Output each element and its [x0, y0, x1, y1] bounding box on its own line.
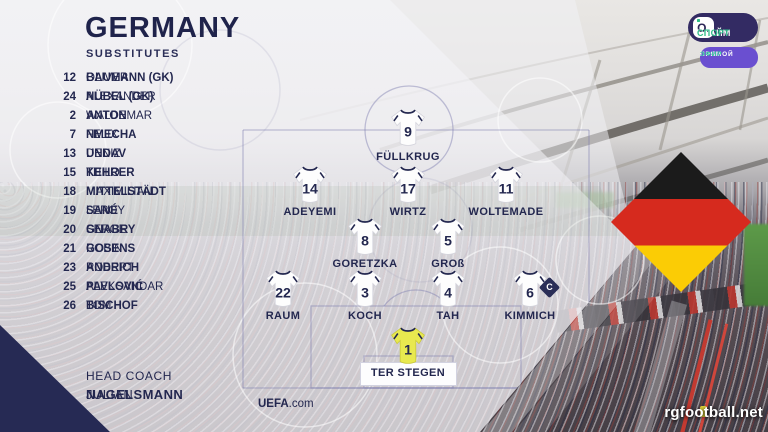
shirt-icon: 9	[391, 109, 425, 146]
live-badge: ПРЯМОЙ ЭФИР	[700, 47, 758, 68]
player-name: TAH	[436, 310, 460, 322]
player-name: WIRTZ	[389, 206, 427, 218]
shirt-icon: 11	[489, 166, 523, 203]
svg-text:1: 1	[404, 342, 412, 358]
svg-text:5: 5	[444, 233, 452, 249]
watermark: rgfootball.net	[664, 404, 763, 421]
shirt-icon: 4	[431, 270, 465, 307]
player-name: ADEYEMI	[283, 206, 337, 218]
svg-text:14: 14	[302, 181, 318, 197]
broadcaster-logo: О. ПРАЙМ СПОРТ	[688, 13, 758, 42]
svg-text:11: 11	[499, 181, 514, 197]
player-name: WOLTEMADE	[468, 206, 544, 218]
team-title: GERMANY	[85, 12, 241, 44]
substitute-row: 12 OLIVER BAUMANN (GK)	[63, 72, 174, 84]
substitute-row: 7 FELIX NMECHA	[69, 129, 137, 141]
pitch-glimpse	[744, 224, 768, 306]
shirt-icon: 8	[348, 218, 382, 255]
shirt-icon: 5	[431, 218, 465, 255]
player-name: KOCH	[348, 310, 382, 322]
substitute-row: 15 THILO KEHRER	[63, 167, 135, 179]
substitutes-heading: SUBSTITUTES	[86, 48, 180, 60]
substitute-row: 23 ROBERT ANDRICH	[63, 262, 140, 274]
player-name: TER STEGEN	[370, 367, 446, 379]
player-name: FÜLLKRUG	[376, 151, 440, 163]
shirt-icon: 17	[391, 166, 425, 203]
svg-text:4: 4	[444, 285, 452, 301]
substitute-row: 13 DENIZ UNDAV	[63, 148, 127, 160]
svg-text:8: 8	[361, 233, 369, 249]
substitute-row: 21 ROBIN GOSENS	[63, 243, 136, 255]
broadcaster-logo-icon: О.	[693, 17, 714, 38]
substitute-row: 18 MAXIMILIAN MITTELSTÄDT	[63, 186, 166, 198]
svg-text:9: 9	[404, 124, 412, 140]
svg-text:22: 22	[275, 285, 291, 301]
shirt-icon-goalkeeper: 1	[391, 327, 425, 364]
substitute-row: 26 TOM BISCHOF	[63, 300, 138, 312]
substitute-row: 25 ALEKSANDAR PAVLOVIĆ	[63, 281, 164, 293]
svg-text:3: 3	[361, 285, 369, 301]
captain-badge: C	[538, 276, 561, 299]
svg-text:6: 6	[526, 285, 534, 301]
goalkeeper-name-bar	[360, 362, 457, 386]
svg-text:17: 17	[400, 181, 416, 197]
shirt-icon: 3	[348, 270, 382, 307]
shirt-icon: 14	[293, 166, 327, 203]
substitute-row: 19 LEROY SANÉ	[63, 205, 125, 217]
substitute-row: 20 SERGE GNABRY	[63, 224, 136, 236]
player-name: GORETZKA	[332, 258, 398, 270]
shirt-icon: 22	[266, 270, 300, 307]
steward-figure	[700, 406, 707, 417]
player-name: KIMMICH	[504, 310, 556, 322]
substitute-row: 2 WALDEMAR ANTON	[69, 110, 153, 122]
player-name: GROß	[431, 258, 465, 270]
uefa-footer: UEFA.com	[258, 398, 314, 410]
head-coach-label: HEAD COACH	[86, 369, 173, 383]
player-name: RAUM	[265, 310, 301, 322]
logo-dots	[697, 19, 710, 22]
substitute-row: 24 ALEXANDER NÜBEL (GK)	[63, 91, 156, 103]
